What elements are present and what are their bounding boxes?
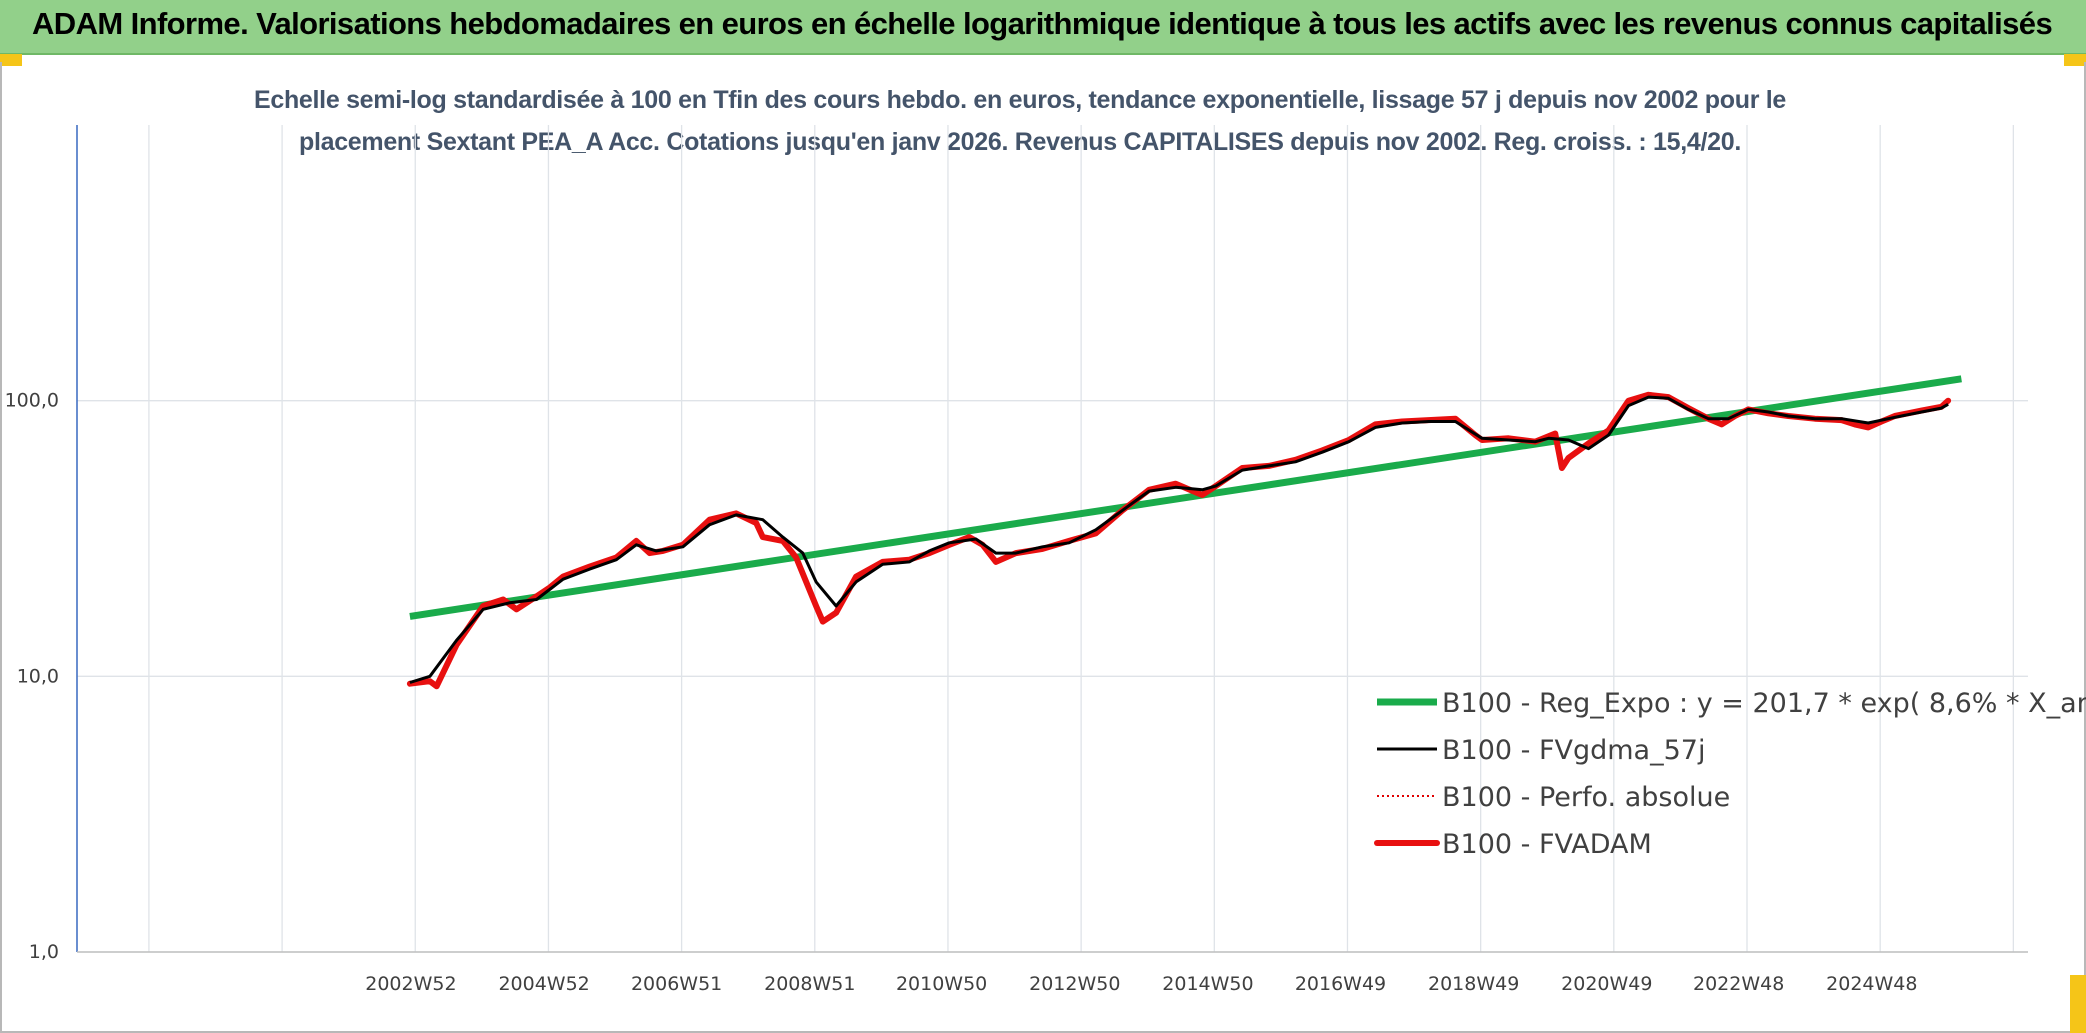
corner-marker-tr: [2064, 54, 2086, 66]
y-tick-label: 10,0: [17, 665, 59, 687]
x-tick-label: 2024W48: [1826, 973, 1917, 995]
legend-entry-label: B100 - Reg_Expo : y = 201,7 * exp( 8,6% …: [1442, 688, 2086, 719]
x-tick-label: 2018W49: [1428, 973, 1519, 995]
header-bar: [0, 0, 2086, 55]
frame-right: [2084, 62, 2086, 1033]
report-title: ADAM Informe. Valorisations hebdomadaire…: [32, 6, 2053, 41]
corner-marker-tl: [0, 54, 22, 66]
x-tick-label: 2006W51: [631, 973, 722, 995]
x-tick-label: 2012W50: [1029, 973, 1120, 995]
x-tick-label: 2020W49: [1561, 973, 1652, 995]
series-line-thick-red: [406, 391, 1952, 690]
legend-entry-label: B100 - Perfo. absolue: [1442, 782, 1730, 813]
x-tick-label: 2002W52: [365, 973, 456, 995]
axes: 1,0 10,0 100,0 2002W52 2004W52 2006W51 2008W51…: [5, 125, 2028, 995]
frame-bottom: [0, 1031, 2086, 1033]
x-tick-label: 2004W52: [498, 973, 589, 995]
x-tick-label: 2014W50: [1162, 973, 1253, 995]
chart-subtitle-line2: placement Sextant PEA_A Acc. Cotations j…: [298, 128, 1742, 156]
x-tick-label: 2008W51: [764, 973, 855, 995]
series-group: [406, 375, 1962, 690]
y-tick-label: 100,0: [5, 390, 59, 412]
x-tick-label: 2010W50: [896, 973, 987, 995]
corner-marker-br: [2070, 975, 2086, 1033]
gridlines: [77, 125, 2028, 953]
legend-entry-label: B100 - FVADAM: [1442, 829, 1652, 860]
frame-left: [0, 62, 2, 1033]
chart-subtitle-line1: Echelle semi-log standardisée à 100 en T…: [253, 86, 1787, 114]
x-tick-label: 2022W48: [1693, 973, 1784, 995]
x-tick-label: 2016W49: [1295, 973, 1386, 995]
legend: B100 - Reg_Expo : y = 201,7 * exp( 8,6% …: [1374, 688, 2086, 860]
series-line-thin-black: [409, 395, 1949, 684]
legend-entry-label: B100 - FVgdma_57j: [1442, 735, 1705, 766]
series-line-thick-green: [409, 375, 1962, 620]
y-tick-label: 1,0: [29, 941, 59, 963]
